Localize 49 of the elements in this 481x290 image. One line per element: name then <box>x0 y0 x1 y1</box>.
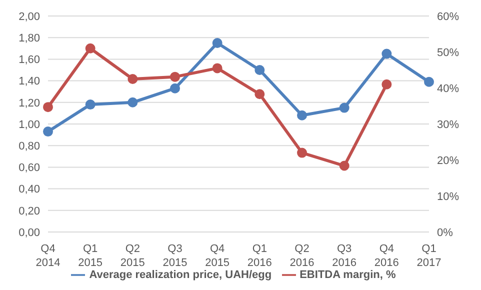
y-tick-label: 2,00 <box>18 10 40 23</box>
point <box>382 79 392 90</box>
point <box>212 63 222 74</box>
y2-tick-label: 60% <box>437 10 460 23</box>
point <box>170 72 180 82</box>
point <box>128 74 138 84</box>
y-tick-label: 0,00 <box>18 226 40 239</box>
point <box>254 65 265 75</box>
y-tick-label: 0,20 <box>18 205 40 218</box>
point <box>297 110 307 120</box>
x-tick-label: Q1 2017 <box>416 243 442 269</box>
y2-tick-label: 10% <box>437 190 460 203</box>
x-tick-label: Q3 2015 <box>162 243 188 269</box>
y-tick-label: 0,80 <box>18 140 40 153</box>
point <box>85 43 96 54</box>
point <box>85 100 96 110</box>
point <box>128 97 138 108</box>
point <box>339 102 350 113</box>
y2-tick-label: 30% <box>437 118 460 131</box>
point <box>254 89 265 100</box>
y-tick-label: 1,60 <box>18 54 40 66</box>
point <box>43 126 53 137</box>
point <box>382 48 392 59</box>
point <box>212 38 222 48</box>
y2-tick-label: 0% <box>437 226 454 239</box>
y-tick-label: 1,00 <box>18 118 40 131</box>
y-tick-label: 1,40 <box>18 76 40 88</box>
point <box>43 102 53 112</box>
x-tick-label: Q4 2014 <box>36 243 60 269</box>
x-tick-label: Q4 2016 <box>374 243 399 269</box>
x-tick-label: Q3 2016 <box>332 243 357 269</box>
legend-label: EBITDA margin, % <box>300 268 396 281</box>
x-tick-label: Q2 2016 <box>290 243 314 269</box>
y2-tick-label: 20% <box>437 154 460 167</box>
x-tick-label: Q2 2015 <box>120 243 145 269</box>
legend-label: Average realization price, UAH/egg <box>89 268 272 281</box>
point <box>170 83 180 94</box>
y-tick-label: 0,60 <box>18 162 40 174</box>
point <box>297 148 307 158</box>
x-tick-label: Q1 2016 <box>247 243 272 269</box>
y-tick-label: 1,20 <box>18 97 40 110</box>
y2-tick-label: 40% <box>437 82 460 95</box>
point <box>339 160 350 171</box>
x-tick-label: Q1 2015 <box>78 243 103 269</box>
y-tick-label: 0,40 <box>18 184 40 196</box>
y-tick-label: 1,80 <box>18 32 40 45</box>
y2-tick-label: 50% <box>437 46 460 59</box>
x-tick-label: Q4 2015 <box>205 243 230 269</box>
point <box>424 76 434 87</box>
